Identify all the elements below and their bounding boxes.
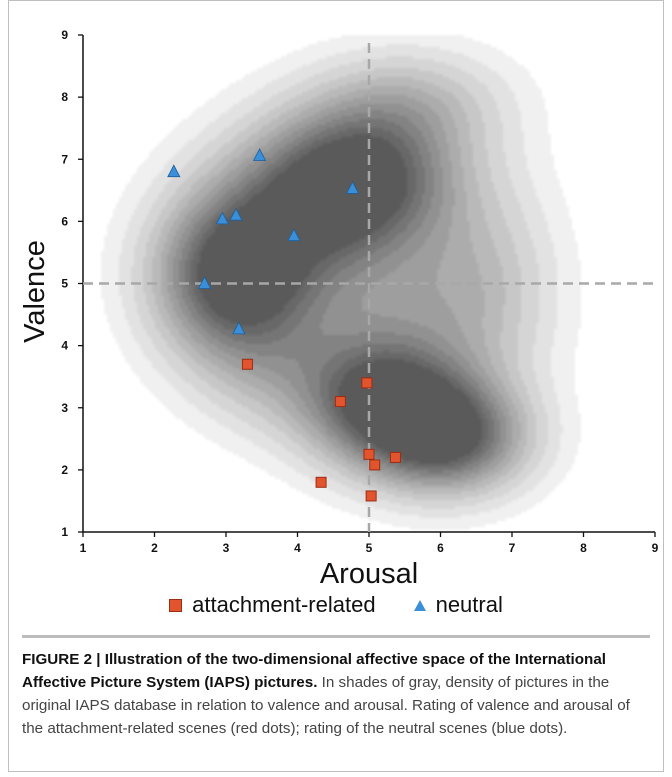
scatter-chart: 1 2 3 4 5 6 7 8 9 1 2 3 4 5 6 7 8 9 Arousal Valence — [19, 28, 659, 590]
x-tick-label: 5 — [366, 541, 373, 555]
legend-item-neutral: neutral — [413, 592, 503, 618]
neutral-point — [345, 181, 360, 194]
y-tick-label: 5 — [61, 277, 68, 291]
y-axis-label: Valence — [19, 240, 51, 343]
neutral-point — [232, 321, 246, 335]
y-tick-label: 1 — [61, 525, 68, 539]
attachment-point — [389, 451, 401, 463]
caption-body: In shades of gray, density of pictures i… — [22, 674, 630, 737]
y-tick-label: 8 — [61, 90, 68, 104]
attachment-point — [369, 459, 381, 471]
y-tick-label: 2 — [61, 463, 68, 477]
y-tick-label: 4 — [61, 339, 68, 353]
caption-divider — [22, 635, 650, 638]
neutral-point — [197, 276, 212, 289]
attachment-point — [365, 490, 377, 502]
x-tick-label: 2 — [151, 541, 158, 555]
legend: attachment-related neutral — [0, 590, 672, 620]
neutral-point — [252, 148, 267, 161]
attachment-point — [334, 396, 346, 408]
attachment-point — [315, 476, 327, 488]
density-level-11 — [197, 134, 482, 464]
x-tick-label: 1 — [80, 541, 87, 555]
legend-label-neutral: neutral — [435, 592, 503, 617]
x-tick-label: 8 — [580, 541, 587, 555]
triangle-marker-icon — [413, 599, 426, 611]
figure-caption: FIGURE 2 | Illustration of the two-dimen… — [22, 648, 648, 740]
x-axis-label: Arousal — [320, 558, 418, 590]
x-tick-label: 4 — [294, 541, 301, 555]
y-tick-label: 3 — [61, 401, 68, 415]
caption-title: FIGURE 2 | Illustration of the two-dimen… — [22, 651, 606, 691]
legend-item-attachment: attachment-related — [169, 592, 376, 618]
neutral-point — [229, 207, 243, 221]
neutral-point — [167, 164, 181, 178]
x-tick-label: 6 — [437, 541, 444, 555]
neutral-point — [215, 211, 230, 225]
square-marker-icon — [169, 598, 183, 612]
x-tick-label: 9 — [652, 541, 659, 555]
y-tick-label: 7 — [61, 152, 68, 166]
attachment-point — [363, 448, 375, 460]
x-tick-label: 7 — [509, 541, 516, 555]
legend-label-attachment: attachment-related — [192, 592, 376, 617]
neutral-point — [287, 228, 301, 242]
y-tick-label: 6 — [61, 214, 68, 228]
data-points — [167, 148, 401, 502]
attachment-point — [241, 358, 253, 370]
y-tick-label: 9 — [61, 28, 68, 42]
attachment-point — [361, 377, 373, 389]
x-tick-label: 3 — [223, 541, 230, 555]
